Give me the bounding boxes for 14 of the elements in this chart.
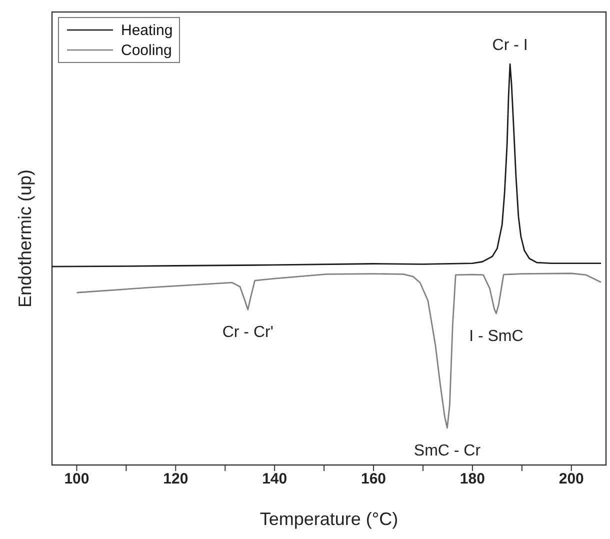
y-axis-title: Endothermic (up) [14, 169, 35, 308]
legend-label: Heating [121, 22, 173, 38]
annotation: Cr - I [492, 37, 528, 54]
x-tick-label: 180 [460, 470, 485, 488]
annotation: Cr - Cr' [222, 324, 274, 342]
x-tick-label: 100 [64, 470, 90, 488]
legend-label: Cooling [121, 42, 172, 58]
x-tick-label: 160 [361, 470, 386, 488]
annotation: SmC - Cr [414, 442, 482, 460]
annotation: I - SmC [469, 328, 524, 345]
x-tick-label: 200 [558, 470, 584, 488]
x-tick-label: 120 [163, 470, 188, 488]
x-axis-title: Temperature (°C) [260, 509, 398, 529]
x-tick-label: 140 [262, 470, 288, 488]
